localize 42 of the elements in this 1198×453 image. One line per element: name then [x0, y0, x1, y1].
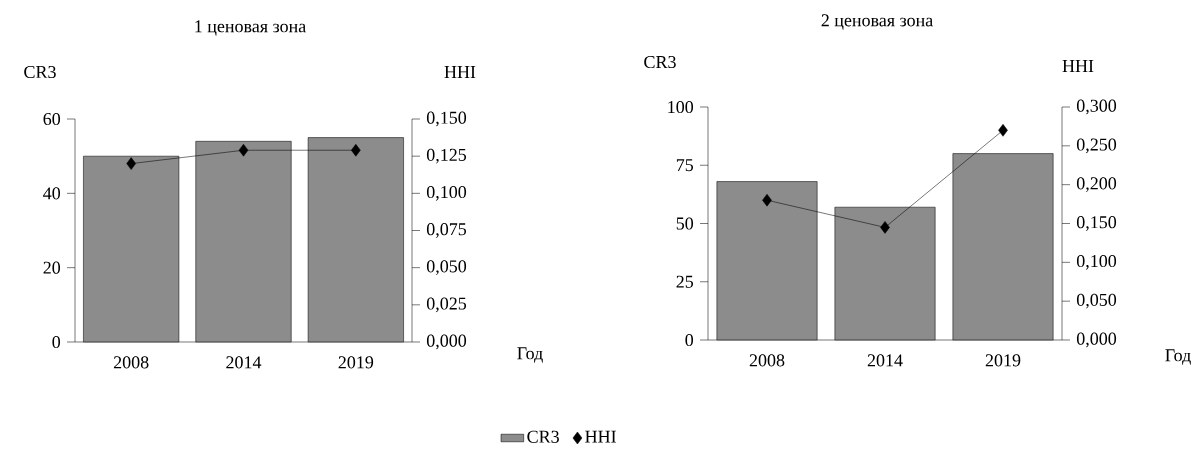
y2-tick-label: 0,000 [1076, 332, 1117, 348]
y2-tick-label: 0,100 [1076, 254, 1117, 270]
y2-tick-label: 0,025 [426, 297, 467, 313]
y2-tick-label: 0,300 [1076, 99, 1117, 115]
x-tick-label: 2019 [985, 354, 1021, 367]
legend-label: CR3 [527, 430, 559, 443]
x-tick-label: 2014 [226, 356, 262, 369]
x-tick-label: 2008 [113, 356, 149, 369]
y-tick-label: 60 [43, 112, 61, 126]
y2-axis-title: HHI [1062, 60, 1094, 72]
y-tick-label: 20 [43, 261, 61, 274]
x-tick-label: 2014 [867, 354, 903, 367]
y2-tick-label: 0,150 [1076, 216, 1117, 231]
y-axis-title: CR3 [24, 65, 56, 79]
chart-title: 2 ценовая зона [821, 14, 933, 30]
y-tick-label: 25 [676, 275, 694, 288]
x-axis-title: Год [517, 347, 543, 363]
y-tick-label: 75 [676, 159, 694, 172]
point [762, 193, 772, 207]
y2-tick-label: 0,075 [426, 223, 467, 238]
point [880, 221, 890, 234]
y-axis-title: CR3 [644, 55, 676, 69]
y2-tick-label: 0,000 [426, 334, 467, 350]
y2-axis-title: HHI [444, 66, 476, 78]
y2-tick-label: 0,150 [426, 111, 467, 127]
x-axis-title: Год [1165, 349, 1191, 365]
y2-tick-label: 0,050 [426, 260, 467, 276]
y-tick-label: 0 [685, 333, 694, 347]
legend-label: HHI [585, 430, 616, 443]
y-tick-label: 50 [676, 217, 694, 230]
x-tick-label: 2008 [749, 354, 785, 367]
y2-tick-label: 0,050 [1076, 293, 1117, 309]
chart-title: 1 ценовая зона [195, 20, 306, 36]
y-tick-label: 40 [43, 187, 61, 200]
y-tick-label: 0 [52, 335, 61, 349]
y2-tick-label: 0,125 [426, 148, 467, 164]
x-tick-label: 2019 [338, 356, 374, 369]
y2-tick-label: 0,100 [426, 185, 467, 201]
point [998, 124, 1008, 137]
y2-tick-label: 0,200 [1076, 177, 1117, 193]
y-tick-label: 100 [668, 100, 694, 114]
y2-tick-label: 0,250 [1076, 138, 1117, 154]
